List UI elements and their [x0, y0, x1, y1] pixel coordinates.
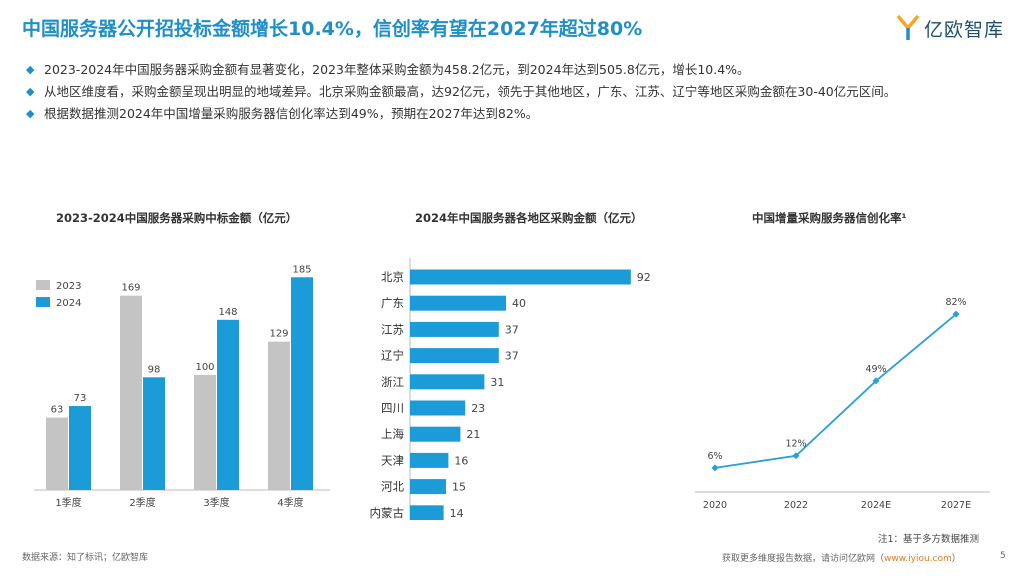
y-tick-label: 浙江	[381, 375, 404, 389]
xinchuang-line-chart: 6% 2020 12% 2022 49% 2024E 82% 2027E	[695, 297, 990, 511]
diamond-icon: ◆	[26, 63, 35, 76]
page-number: 5	[1000, 551, 1006, 561]
data-label: 169	[121, 283, 140, 294]
y-tick-label: 四川	[381, 401, 404, 415]
data-point	[792, 452, 800, 460]
data-label: 40	[512, 297, 526, 310]
footer-promo-end: ）	[951, 554, 961, 564]
footnote: 注1：基于多方数据推测	[878, 534, 980, 545]
data-label: 82%	[945, 297, 966, 308]
data-source: 数据来源：知了标讯；亿欧智库	[22, 553, 149, 563]
quarterly-chart-title: 2023-2024中国服务器采购中标金额（亿元）	[56, 211, 298, 225]
bar	[410, 321, 499, 337]
bar	[410, 400, 466, 416]
xinchuang-chart-title: 中国增量采购服务器信创化率¹	[752, 211, 907, 225]
yiou-logo-icon	[896, 14, 920, 40]
data-label: 12%	[785, 439, 806, 450]
bar-2024	[69, 406, 91, 490]
x-tick-label: 2季度	[129, 496, 155, 509]
diamond-icon: ◆	[26, 107, 35, 120]
bar-2023	[268, 341, 290, 490]
data-label: 49%	[865, 364, 886, 375]
data-label: 148	[218, 307, 237, 318]
bar-2023	[120, 295, 142, 490]
bar-2024	[143, 377, 165, 490]
data-point	[872, 377, 880, 385]
data-label: 129	[269, 329, 288, 340]
y-tick-label: 内蒙古	[370, 506, 405, 520]
bullet-text: 2023-2024年中国服务器采购金额有显著变化，2023年整体采购金额为458…	[44, 62, 750, 77]
y-tick-label: 江苏	[381, 322, 404, 336]
bar-2023	[46, 417, 68, 490]
data-label: 31	[490, 376, 504, 389]
legend-label: 2023	[56, 281, 81, 292]
y-tick-label: 上海	[381, 427, 404, 441]
x-tick-label: 2022	[784, 500, 808, 511]
data-label: 63	[51, 405, 64, 416]
bullet-text: 从地区维度看，采购金额呈现出明显的地域差异。北京采购金额最高，达92亿元，领先于…	[44, 84, 897, 99]
bullet-item: ◆ 从地区维度看，采购金额呈现出明显的地域差异。北京采购金额最高，达92亿元，领…	[26, 82, 1006, 102]
data-label: 100	[195, 362, 214, 373]
bar	[410, 426, 461, 442]
data-label: 23	[471, 402, 485, 415]
bar	[410, 452, 449, 468]
bullet-text: 根据数据推测2024年中国增量采购服务器信创化率达到49%，预期在2027年达到…	[44, 106, 539, 121]
y-tick-label: 辽宁	[381, 349, 404, 363]
page-title: 中国服务器公开招投标金额增长10.4%，信创率有望在2027年超过80%	[22, 18, 643, 40]
bullet-list: ◆ 2023-2024年中国服务器采购金额有显著变化，2023年整体采购金额为4…	[26, 60, 1006, 126]
data-label: 15	[452, 481, 466, 494]
legend-swatch	[36, 280, 50, 290]
footer-promo-text: 获取更多维度报告数据，请访问亿欧网（	[722, 554, 885, 564]
footer-link[interactable]: www.iyiou.com	[884, 554, 952, 564]
data-label: 92	[637, 271, 651, 284]
y-tick-label: 广东	[381, 296, 404, 310]
data-label: 6%	[707, 451, 722, 462]
bar	[410, 269, 631, 285]
bullet-item: ◆ 2023-2024年中国服务器采购金额有显著变化，2023年整体采购金额为4…	[26, 60, 1006, 80]
x-tick-label: 1季度	[55, 496, 81, 509]
diamond-icon: ◆	[26, 85, 35, 98]
quarterly-bar-chart: 63 73 1季度 169 98 2季度 100 148 3季度 129 185 4季度 2023 202…	[34, 264, 330, 509]
x-tick-label: 2027E	[941, 500, 971, 511]
bar-2023	[194, 375, 216, 490]
bar	[410, 295, 506, 311]
data-label: 37	[505, 350, 519, 363]
x-tick-label: 3季度	[203, 496, 229, 509]
region-chart-title: 2024年中国服务器各地区采购金额（亿元）	[415, 211, 643, 225]
data-label: 98	[148, 364, 161, 375]
x-tick-label: 2024E	[861, 500, 891, 511]
y-tick-label: 河北	[381, 480, 404, 494]
bar	[410, 479, 446, 495]
data-label: 73	[74, 393, 87, 404]
legend-label: 2024	[56, 298, 81, 309]
bar	[410, 505, 444, 520]
series-line	[714, 313, 957, 469]
bar	[410, 348, 499, 364]
footer-promo: 获取更多维度报告数据，请访问亿欧网（www.iyiou.com）	[722, 551, 961, 564]
region-bar-chart: 北京 92 广东 40 江苏 37 辽宁 37 浙江 31 四川 23 上海 21 天津 16 河北 15 内蒙古 1…	[370, 258, 651, 520]
legend-swatch	[36, 297, 50, 307]
bar-2024	[217, 319, 239, 490]
y-tick-label: 天津	[381, 453, 404, 467]
data-label: 21	[466, 428, 480, 441]
bar-2024	[291, 277, 313, 490]
x-tick-label: 2020	[703, 500, 727, 511]
data-label: 16	[454, 454, 468, 467]
x-tick-label: 4季度	[277, 496, 303, 509]
data-label: 37	[505, 323, 519, 336]
data-point	[711, 464, 719, 472]
bullet-item: ◆ 根据数据推测2024年中国增量采购服务器信创化率达到49%，预期在2027年…	[26, 104, 1006, 124]
y-tick-label: 北京	[381, 270, 404, 284]
bar	[410, 374, 485, 390]
logo: 亿欧智库	[896, 14, 1004, 42]
data-label: 185	[292, 264, 311, 275]
logo-text: 亿欧智库	[924, 18, 1005, 41]
data-label: 14	[450, 507, 464, 520]
data-point	[952, 310, 960, 318]
